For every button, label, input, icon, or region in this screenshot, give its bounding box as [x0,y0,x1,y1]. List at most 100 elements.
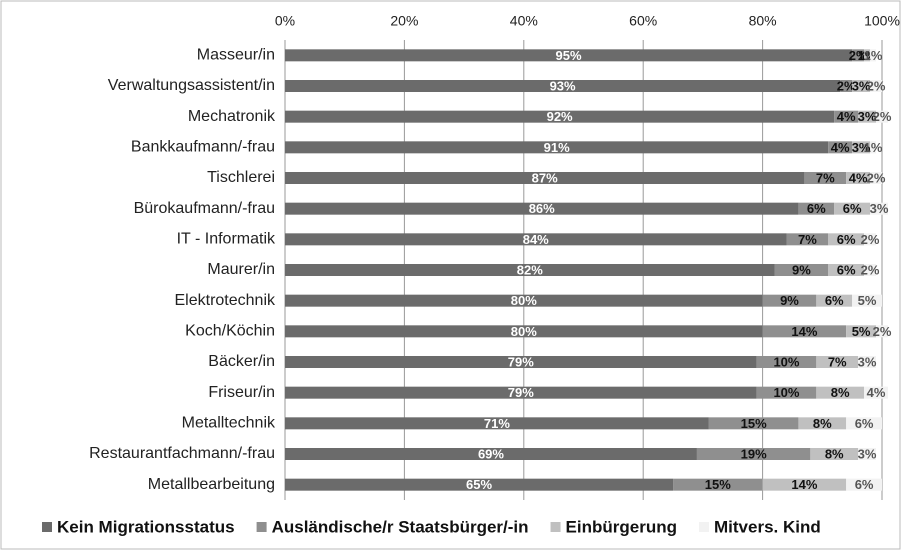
bar-segment [852,141,871,154]
value-label: 6% [843,201,862,216]
bar-segment [846,417,882,430]
bar-segment [852,49,865,62]
bar-segment [786,233,829,246]
bar-segment [798,417,847,430]
legend-label: Ausländische/r Staatsbürger/-in [272,517,529,536]
value-label: 69% [478,446,504,461]
y-tick-label: Elektrotechnik [175,292,276,309]
value-label: 6% [855,477,874,492]
value-label: 79% [508,385,534,400]
value-label: 80% [511,324,537,339]
bar-segment [816,294,853,307]
value-label: 19% [741,446,767,461]
bar-segment [774,264,829,276]
value-label: 4% [867,385,886,400]
value-label: 2% [867,78,886,93]
y-tick-label: Masseur/in [197,47,275,64]
value-label: 2% [837,78,856,93]
bar-segment [285,80,841,92]
bar-segment [828,233,865,246]
y-tick-label: IT - Informatik [177,231,276,248]
value-label: 1% [864,140,883,155]
bar-segment [285,172,805,184]
value-label: 10% [773,385,799,400]
value-label: 15% [705,477,731,492]
bar-segment [756,356,817,368]
value-label: 7% [798,232,817,247]
bar-segment [285,386,757,399]
bar-segment [285,448,697,460]
bar-segment [285,478,674,491]
y-tick-label: Metalltechnik [182,415,276,432]
y-tick-label: Bankkaufmann/-frau [131,139,275,156]
legend-label: Mitvers. Kind [714,517,821,536]
legend-swatch [256,522,267,532]
value-label: 7% [816,170,835,185]
value-label: 6% [837,262,856,277]
bar-segment [828,264,865,276]
legend-swatch [699,522,709,532]
value-label: 7% [828,354,847,369]
bar-segment [870,141,877,154]
bar-segment [285,356,757,368]
bar-segment [804,172,847,184]
y-tick-label: Restaurantfachmann/-frau [89,445,275,462]
bar-segment [285,110,835,123]
value-label: 3% [870,201,889,216]
bar-segment [858,356,877,368]
value-label: 14% [791,324,817,339]
bar-segment [762,478,847,491]
value-label: 3% [852,78,871,93]
value-label: 2% [873,109,892,124]
value-label: 2% [873,324,892,339]
value-label: 2% [861,262,880,277]
value-label: 15% [741,416,767,431]
y-tick-label: Bäcker/in [208,353,275,370]
bar-segment [852,80,871,92]
y-tick-label: Maurer/in [207,261,275,278]
value-label: 2% [861,232,880,247]
bar-segment [673,478,763,491]
value-label: 93% [550,78,576,93]
value-label: 5% [852,324,871,339]
y-tick-label: Metallbearbeitung [148,476,275,493]
value-label: 91% [544,140,570,155]
bar-segment [285,141,829,154]
value-label: 86% [529,201,555,216]
legend-swatch [42,522,52,532]
value-label: 3% [858,354,877,369]
value-label: 95% [556,48,582,63]
value-label: 8% [813,416,832,431]
bar-segment [285,49,853,62]
value-label: 82% [517,262,543,277]
bar-segment [864,386,888,399]
bar-segment [846,478,882,491]
value-label: 4% [831,140,850,155]
bar-segment [870,202,888,215]
value-label: 10% [773,354,799,369]
x-tick-label: 20% [390,13,418,29]
bar-segment [876,325,888,338]
bar-segment [762,294,817,307]
bar-segment [834,202,871,215]
value-label: 65% [466,477,492,492]
bar-segment [870,49,877,62]
value-label: 9% [792,262,811,277]
value-label: 3% [852,140,871,155]
bar-segment [852,294,882,307]
y-tick-label: Tischlerei [207,169,275,186]
legend-label: Einbürgerung [566,517,677,536]
legend-label: Kein Migrationsstatus [57,517,235,536]
bar-segment [285,233,787,246]
value-label: 1% [864,48,883,63]
bar-segment [858,110,877,123]
bar-segment [864,233,877,246]
x-tick-label: 60% [629,13,657,29]
bar-segment [858,448,877,460]
x-tick-label: 80% [749,13,777,29]
y-tick-label: Koch/Köchin [185,323,275,340]
bar-segment [846,325,877,338]
value-label: 84% [523,232,549,247]
x-tick-label: 100% [864,13,900,29]
